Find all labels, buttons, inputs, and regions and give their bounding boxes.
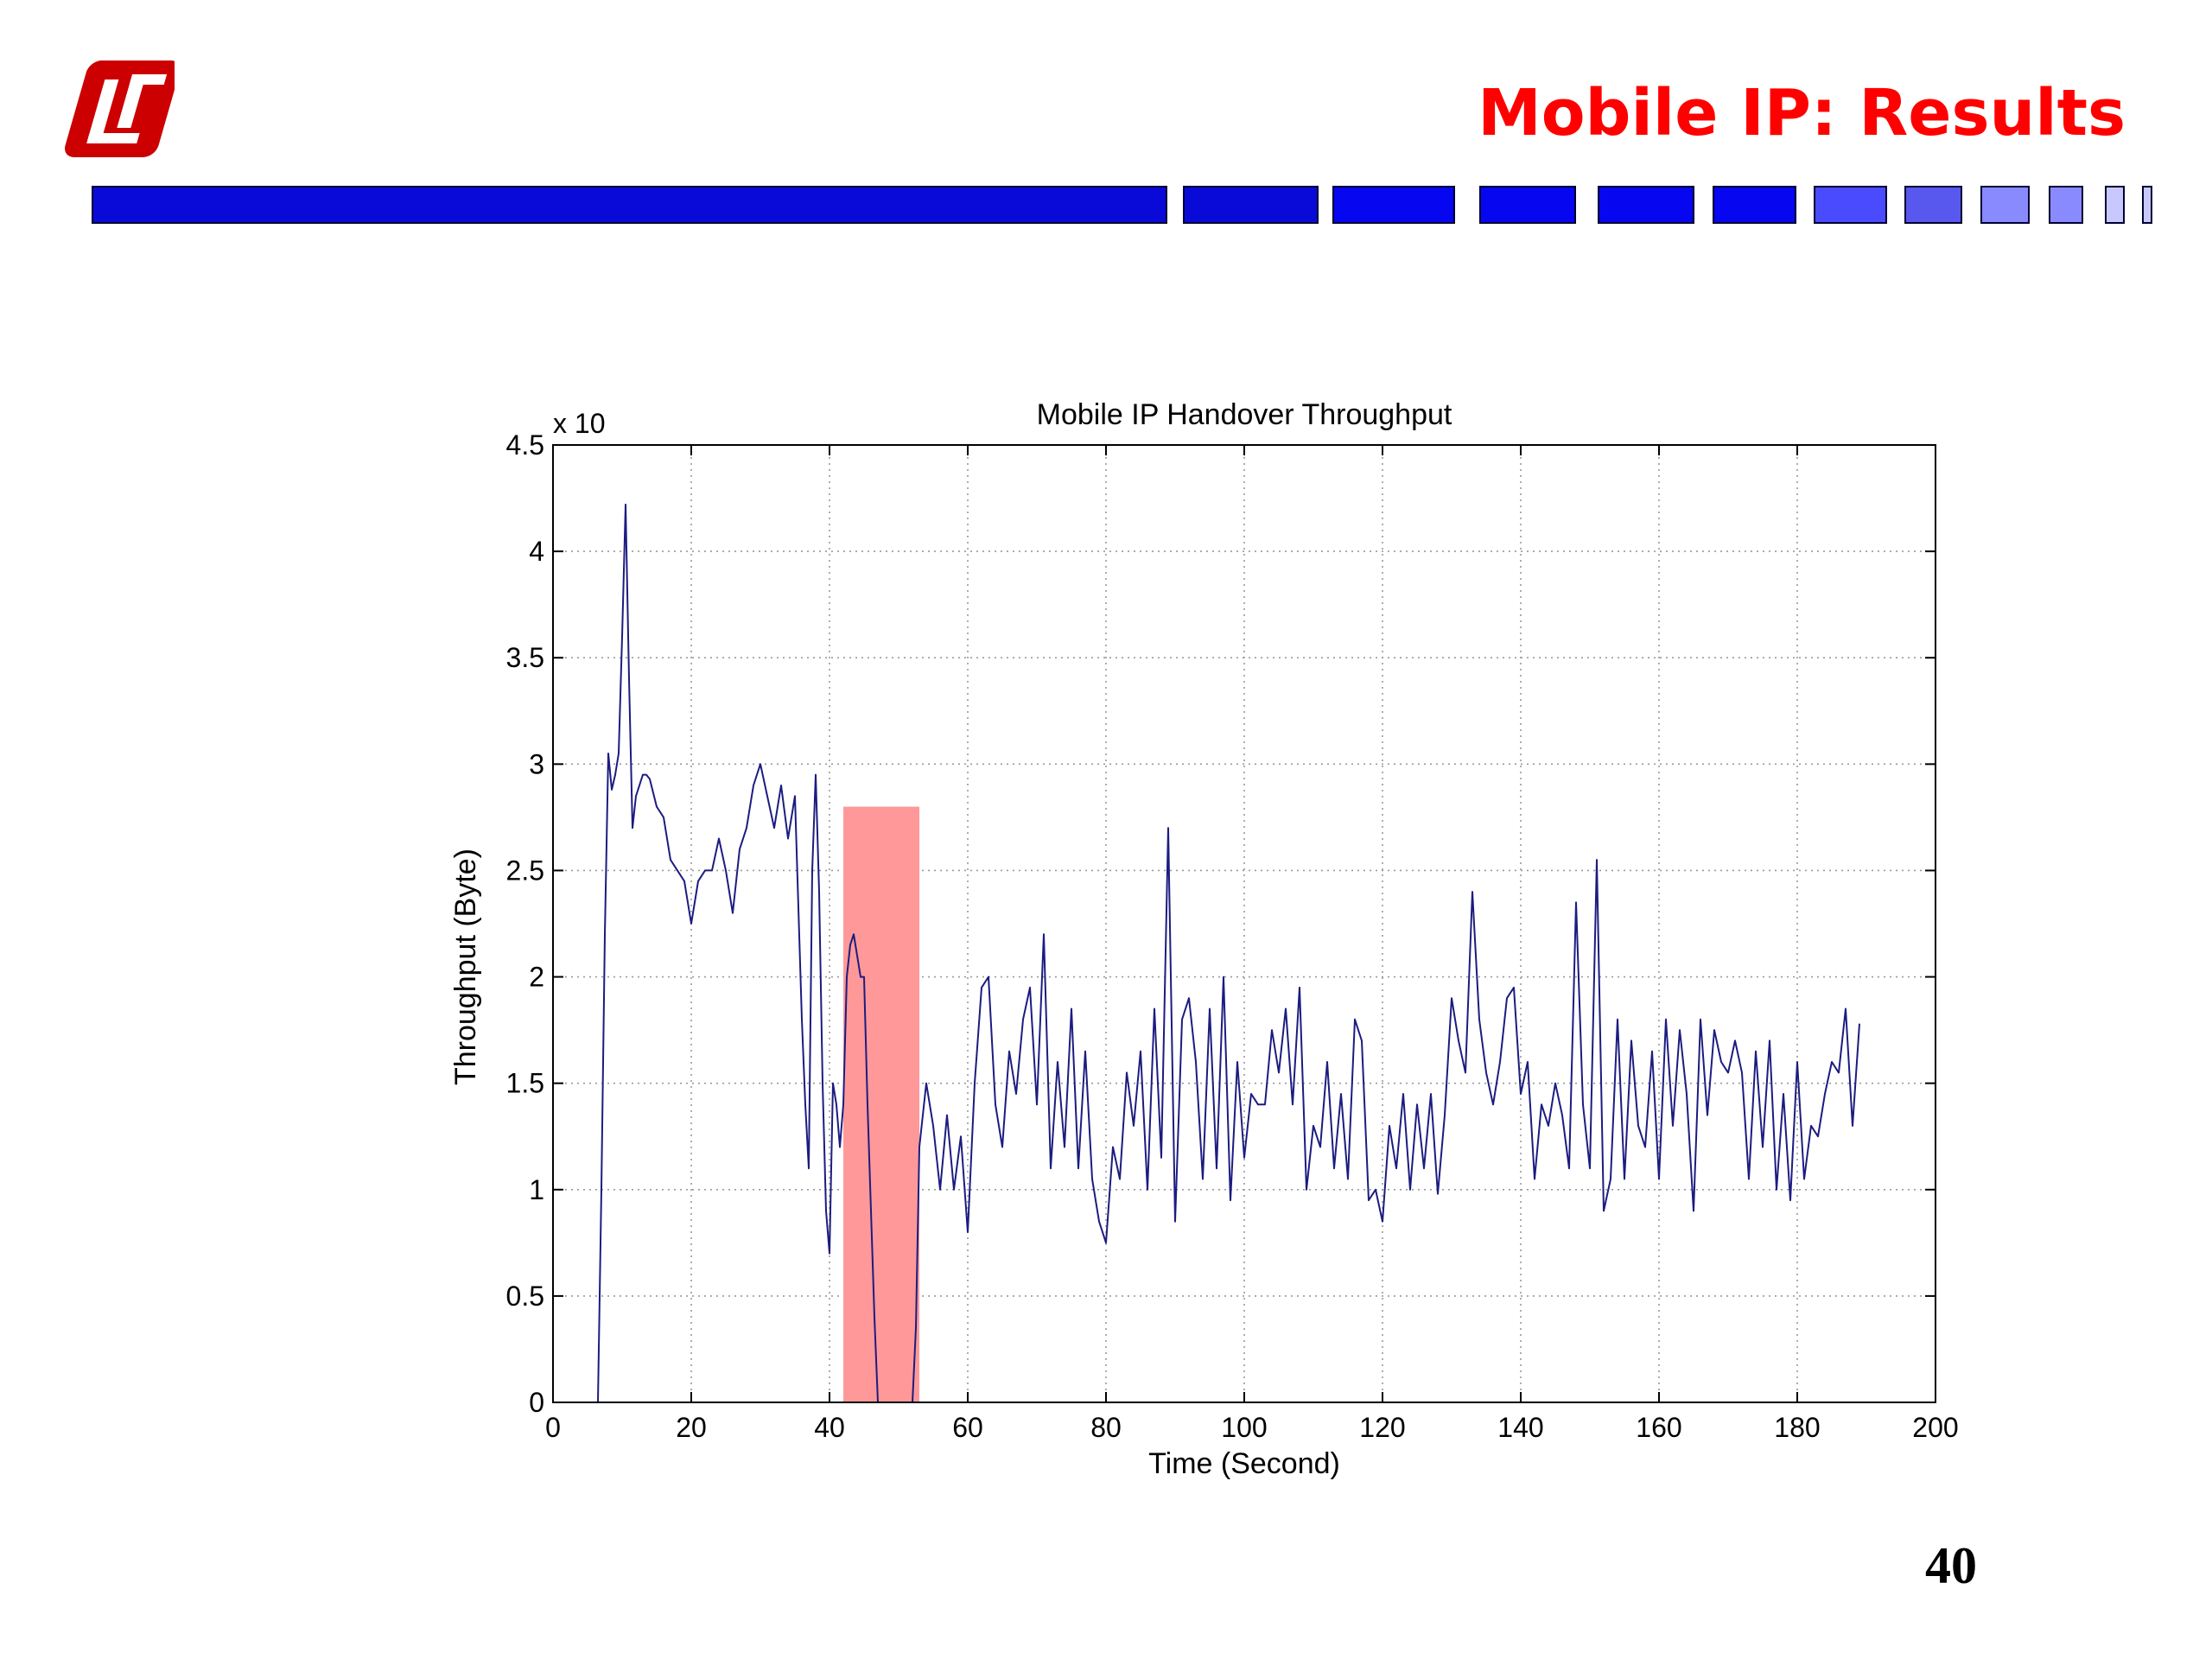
title-bar-segment [1713,186,1796,224]
y-tick-label: 0 [529,1387,544,1418]
university-monogram-logo [65,60,175,157]
title-bar-segment [2142,186,2152,224]
x-tick-label: 100 [1221,1412,1267,1443]
title-bar-segment [1479,186,1576,224]
throughput-series-line [553,503,1860,1403]
title-bar-segment [1904,186,1962,224]
x-tick-label: 140 [1497,1412,1543,1443]
title-bar-segment [1598,186,1694,224]
chart-title: Mobile IP Handover Throughput [1037,398,1452,431]
x-axis-label: Time (Second) [1148,1447,1340,1480]
y-tick-label: 2.5 [506,855,544,886]
y-tick-label: 0.5 [506,1281,544,1312]
x-tick-label: 20 [676,1412,707,1443]
handover-highlight-region [843,806,919,1402]
title-bar-segment [1183,186,1319,224]
y-tick-label: 4.5 [506,429,544,461]
y-tick-label: 4 [529,536,544,567]
title-bar-segment [1332,186,1455,224]
y-multiplier-label: x 10 [553,408,605,439]
x-tick-label: 180 [1774,1412,1820,1443]
x-tick-label: 200 [1912,1412,1958,1443]
x-tick-label: 160 [1636,1412,1681,1443]
y-tick-label: 1.5 [506,1068,544,1099]
y-tick-label: 3.5 [506,642,544,673]
x-tick-label: 80 [1090,1412,1122,1443]
title-bar-segment [2049,186,2083,224]
x-tick-label: 40 [814,1412,845,1443]
y-tick-label: 1 [529,1174,544,1205]
x-tick-label: 120 [1359,1412,1405,1443]
throughput-line-chart: 0 20 40 60 80 100 120 140 160 180 200 0 0.5 1 1.5 2 2.5 3… [449,398,1959,1480]
slide-title: Mobile IP: Results [1478,76,2126,150]
x-tick-label: 60 [952,1412,983,1443]
title-bar-segment [92,186,1167,224]
title-bar-segment [2105,186,2125,224]
x-tick-label: 0 [545,1412,561,1443]
page-number: 40 [1925,1537,1977,1594]
y-axis-label: Throughput (Byte) [449,849,482,1085]
title-bar-segment [1814,186,1887,224]
y-tick-label: 3 [529,748,544,779]
y-tick-label: 2 [529,962,544,993]
title-bar-segment [1980,186,2030,224]
